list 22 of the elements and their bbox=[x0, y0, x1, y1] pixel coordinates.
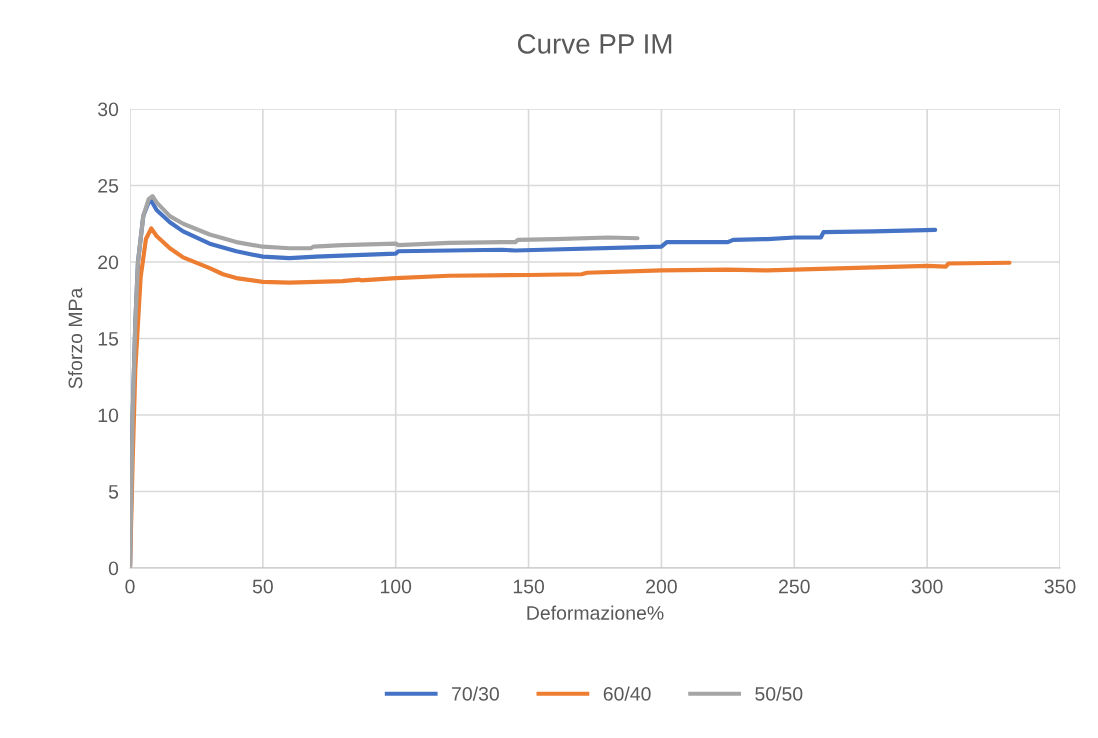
x-tick-label: 100 bbox=[380, 579, 412, 594]
x-tick-label: 350 bbox=[1044, 579, 1076, 594]
y-tick-label: 15 bbox=[98, 332, 119, 346]
legend-label: 60/40 bbox=[603, 686, 651, 701]
x-tick-label: 300 bbox=[911, 579, 943, 594]
y-tick-label: 10 bbox=[98, 408, 119, 423]
y-tick-label: 0 bbox=[108, 561, 119, 576]
line-series bbox=[130, 194, 640, 568]
y-tick-label: 30 bbox=[98, 102, 119, 117]
x-axis-title: Deformazione% bbox=[527, 605, 664, 620]
legend-label: 50/50 bbox=[755, 686, 803, 701]
y-tick-label: 5 bbox=[108, 485, 119, 499]
x-tick-label: 150 bbox=[513, 579, 545, 594]
y-tick-label: 20 bbox=[98, 255, 119, 270]
y-axis-title: Sforzo MPa bbox=[68, 287, 83, 389]
x-tick-label: 250 bbox=[779, 579, 810, 594]
y-tick-label: 25 bbox=[98, 178, 119, 193]
x-tick-label: 0 bbox=[125, 579, 135, 594]
legend-label: 70/30 bbox=[452, 686, 499, 701]
x-tick-label: 50 bbox=[252, 579, 273, 594]
x-tick-label: 200 bbox=[646, 579, 677, 594]
chart-title: Curve PP IM bbox=[517, 34, 672, 54]
